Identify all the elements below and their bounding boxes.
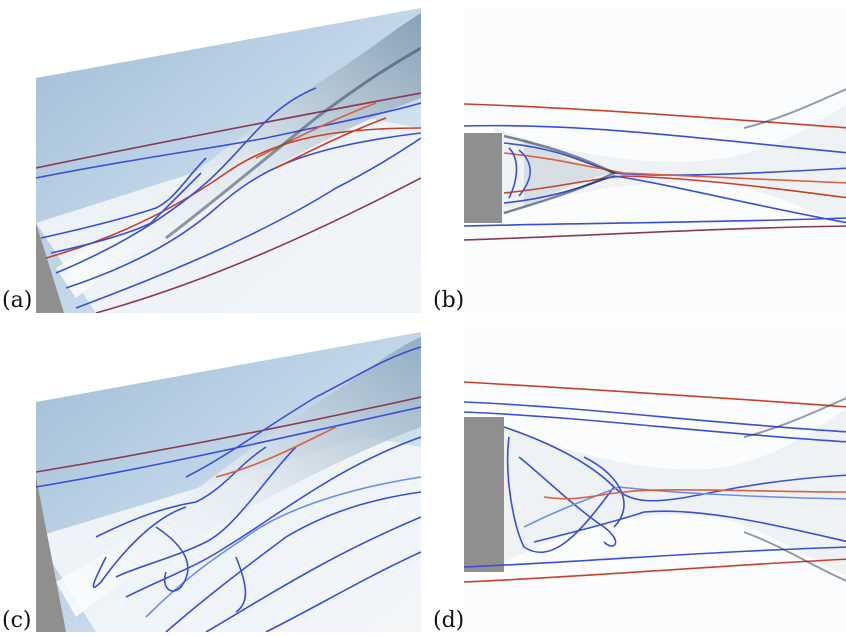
panel-label-b: (b) <box>433 288 465 313</box>
panel-label-a: (a) <box>2 288 33 313</box>
streamlines <box>464 103 846 241</box>
panel-b-figure <box>464 8 846 313</box>
bluff-body <box>36 477 66 632</box>
bluff-body <box>36 223 64 313</box>
wake-surface <box>494 104 846 227</box>
panel-d-figure <box>464 327 846 632</box>
bluff-body <box>464 133 502 223</box>
panel-a-figure <box>36 8 421 313</box>
panel-c-figure <box>36 327 421 632</box>
panel-label-c: (c) <box>2 608 32 633</box>
streamlines <box>36 346 421 632</box>
streamlines <box>36 87 421 313</box>
streamlines <box>464 381 846 583</box>
bluff-body <box>464 417 504 572</box>
wake-surface <box>56 337 421 617</box>
panel-label-d: (d) <box>433 608 465 633</box>
